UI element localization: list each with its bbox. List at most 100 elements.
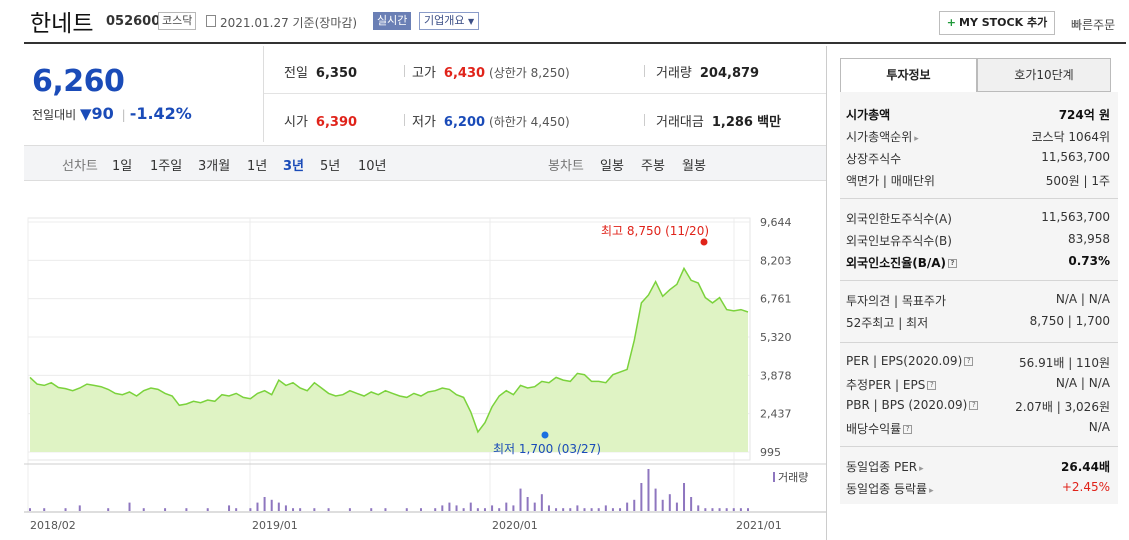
- chevron-right-icon: ▸: [919, 464, 924, 474]
- tab-3m[interactable]: 3개월: [198, 159, 231, 174]
- info-row-value: 11,563,700: [1041, 210, 1110, 224]
- info-row-label: 시가총액: [846, 106, 890, 123]
- realtime-button[interactable]: 실시간: [373, 12, 412, 30]
- tab-investment-info[interactable]: 투자정보: [840, 58, 977, 92]
- volume-bar: [185, 508, 188, 511]
- tab-10y[interactable]: 10년: [358, 159, 387, 174]
- panel-divider: [840, 342, 1118, 343]
- info-row-label: 시가총액순위 ▸: [846, 128, 919, 145]
- mystock-add-button[interactable]: + MY STOCK 추가: [939, 11, 1055, 35]
- volume-bar: [29, 508, 31, 511]
- volume-bar: [526, 497, 529, 511]
- help-icon[interactable]: ?: [927, 381, 937, 390]
- y-tick-label: 3,878: [760, 369, 792, 382]
- info-row[interactable]: 외국인소진율(B/A)? 0.73%: [846, 254, 1110, 274]
- stock-header: 한네트 052600 코스닥 2021.01.27 기준(장마감) 실시간 기업…: [0, 0, 1129, 44]
- info-row: 시가총액 724억 원: [846, 106, 1110, 126]
- y-tick-label: 995: [760, 446, 781, 459]
- volume-bar: [469, 502, 472, 511]
- info-row[interactable]: 동일업종 등락률 ▸ +2.45%: [846, 480, 1110, 500]
- chart-divider: [826, 46, 827, 540]
- info-row-value: 8,750 | 1,700: [1029, 314, 1110, 328]
- info-row-label: 외국인한도주식수(A): [846, 210, 952, 227]
- volume-bar: [540, 494, 543, 511]
- info-row-label: 상장주식수: [846, 150, 901, 167]
- tab-5y[interactable]: 5년: [320, 159, 341, 174]
- info-row-label-text: 액면가 | 매매단위: [846, 174, 935, 188]
- volume-bar: [590, 508, 593, 511]
- volume-bar: [284, 505, 287, 511]
- volume-bar: [739, 508, 742, 511]
- help-icon[interactable]: ?: [964, 357, 974, 366]
- info-row-label: 배당수익률?: [846, 420, 913, 437]
- help-icon[interactable]: ?: [948, 259, 958, 268]
- chevron-right-icon: ▸: [929, 486, 934, 496]
- line-chart-label: 선차트: [62, 159, 98, 174]
- info-row-label-text: PBR | BPS (2020.09): [846, 398, 968, 412]
- quick-order-link[interactable]: 빠른주문: [1071, 18, 1116, 32]
- tab-monthly[interactable]: 월봉: [682, 159, 706, 174]
- info-row-label-text: PER | EPS(2020.09): [846, 354, 963, 368]
- volume-bar: [647, 469, 650, 511]
- tab-weekly[interactable]: 주봉: [641, 159, 665, 174]
- volume-bar: [675, 502, 678, 511]
- info-row: 투자의견 | 목표주가 N/A | N/A: [846, 292, 1110, 312]
- info-row: 액면가 | 매매단위 500원 | 1주: [846, 172, 1110, 192]
- divider: [404, 65, 405, 77]
- tab-daily[interactable]: 일봉: [600, 159, 624, 174]
- calendar-icon: [206, 15, 216, 27]
- max-marker: [700, 238, 708, 246]
- volume-bar: [711, 508, 714, 511]
- info-row-value: N/A: [1088, 420, 1110, 434]
- info-row[interactable]: 배당수익률? N/A: [846, 420, 1110, 440]
- info-row-label: 투자의견 | 목표주가: [846, 292, 946, 309]
- stat-amount-value: 1,286: [711, 115, 753, 130]
- x-tick-label: 2018/02: [30, 519, 76, 532]
- corp-info-dropdown[interactable]: 기업개요 ▼: [419, 12, 480, 30]
- volume-bar: [604, 505, 607, 511]
- volume-bar: [142, 508, 145, 511]
- info-row[interactable]: 시가총액순위 ▸ 코스닥 1064위: [846, 128, 1110, 148]
- header-divider: [24, 42, 1126, 44]
- chevron-down-icon: ▼: [467, 17, 475, 26]
- info-row-value: 26.44배: [1061, 460, 1110, 474]
- info-row-label-text: 시가총액: [846, 108, 891, 122]
- min-label: 최저 1,700 (03/27): [493, 442, 601, 456]
- tab-1w[interactable]: 1주일: [150, 159, 183, 174]
- info-row-label: 동일업종 등락률 ▸: [846, 480, 934, 497]
- info-row[interactable]: PER | EPS(2020.09)? 56.91배 | 110원: [846, 354, 1110, 374]
- volume-bar: [512, 505, 515, 511]
- tab-1d[interactable]: 1일: [112, 159, 133, 174]
- info-row-label-text: 동일업종 등락률: [846, 482, 928, 496]
- panel-divider: [840, 446, 1118, 447]
- volume-bar: [498, 508, 501, 511]
- volume-bar: [206, 508, 209, 511]
- help-icon[interactable]: ?: [969, 401, 979, 410]
- price-chart[interactable]: 9,644 8,203 6,761 5,320 3,878 2,437 995 2018/02…: [0, 182, 826, 540]
- volume-bar: [43, 508, 46, 511]
- info-row[interactable]: 추정PER | EPS? N/A | N/A: [846, 376, 1110, 396]
- volume-bar: [633, 499, 636, 511]
- stat-amount-label: 거래대금: [656, 115, 704, 130]
- down-arrow-icon: ▼: [80, 105, 92, 123]
- tab-3y[interactable]: 3년: [283, 159, 305, 174]
- plus-icon: +: [946, 16, 957, 29]
- volume-bar: [533, 502, 536, 511]
- volume-bar: [419, 508, 422, 511]
- corp-info-label: 기업개요: [424, 14, 465, 27]
- x-tick-label: 2020/01: [492, 519, 538, 532]
- info-row-label-text: 외국인소진율(B/A): [846, 256, 947, 270]
- help-icon[interactable]: ?: [903, 425, 913, 434]
- info-row-label-text: 투자의견 | 목표주가: [846, 294, 946, 308]
- info-row[interactable]: PBR | BPS (2020.09)? 2.07배 | 3,026원: [846, 398, 1110, 418]
- company-name: 한네트: [30, 11, 94, 37]
- volume-bar: [619, 508, 622, 511]
- stat-low-label: 저가: [412, 115, 436, 130]
- tab-order-book[interactable]: 호가10단계: [977, 58, 1111, 92]
- info-row[interactable]: 동일업종 PER ▸ 26.44배: [846, 458, 1110, 478]
- volume-bar: [405, 508, 408, 511]
- stat-high-value: 6,430: [443, 66, 486, 81]
- tab-1y[interactable]: 1년: [247, 159, 268, 174]
